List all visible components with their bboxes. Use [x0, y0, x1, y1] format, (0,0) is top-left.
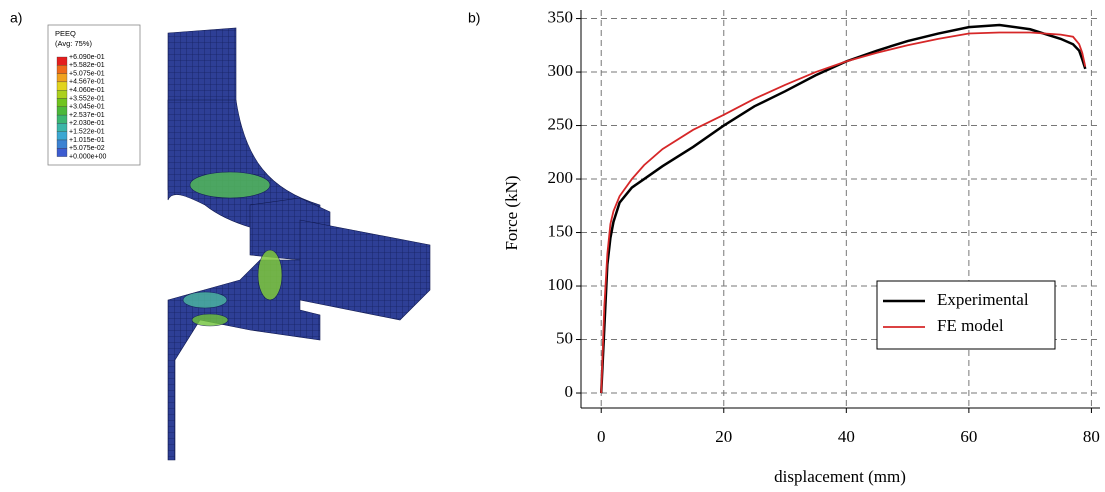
legend-label: +1.522e-01: [69, 129, 105, 136]
y-tick-label: 200: [548, 168, 574, 187]
legend-swatch: [57, 140, 67, 148]
legend-subtitle: (Avg: 75%): [55, 39, 92, 48]
legend-label: FE model: [937, 316, 1004, 335]
figure: a) b) PEEQ (Avg: 75%) +6.090e-01+5.582e-…: [0, 0, 1105, 492]
panel-label: a): [10, 10, 22, 26]
y-tick-label: 100: [548, 275, 574, 294]
page: {"panel_labels": ["a)", "b)"], "contour_…: [0, 0, 1105, 492]
legend-swatch: [57, 107, 67, 115]
legend-swatch: [57, 65, 67, 73]
legend-label: +3.552e-01: [69, 95, 105, 102]
legend-label: +5.075e-02: [69, 145, 105, 152]
legend-swatch: [57, 82, 67, 90]
legend-swatch: [57, 132, 67, 140]
y-tick-label: 150: [548, 221, 574, 240]
legend-label: Experimental: [937, 290, 1029, 309]
legend-label: +1.015e-01: [69, 137, 105, 144]
legend-title: PEEQ: [55, 29, 76, 38]
legend-swatch: [57, 90, 67, 98]
legend-label: +5.582e-01: [69, 62, 105, 69]
panel-label: b): [468, 10, 480, 26]
legend-swatch: [57, 74, 67, 82]
x-tick-label: 80: [1083, 427, 1100, 446]
y-tick-label: 50: [556, 328, 573, 347]
legend-label: +0.000e+00: [69, 153, 106, 160]
y-tick-label: 350: [548, 7, 574, 26]
legend-label: +5.075e-01: [69, 70, 105, 77]
x-axis-label: displacement (mm): [774, 467, 906, 486]
y-tick-label: 250: [548, 114, 574, 133]
y-tick-label: 0: [565, 382, 574, 401]
legend-swatch: [57, 57, 67, 65]
y-tick-label: 300: [548, 61, 574, 80]
x-tick-label: 0: [597, 427, 606, 446]
fe-model-image: [168, 28, 430, 460]
x-tick-label: 40: [838, 427, 855, 446]
x-tick-label: 20: [715, 427, 732, 446]
legend-label: +4.567e-01: [69, 79, 105, 86]
legend-swatch: [57, 123, 67, 131]
y-axis-label: Force (kN): [502, 175, 521, 250]
x-tick-label: 60: [960, 427, 977, 446]
plot: displacement (mm) Force (kN) 0 50 100 150 20…: [502, 7, 1100, 485]
legend-swatch: [57, 99, 67, 107]
legend-label: +4.060e-01: [69, 87, 105, 94]
legend-label: +6.090e-01: [69, 54, 105, 61]
legend-swatch: [57, 115, 67, 123]
legend-label: +2.537e-01: [69, 112, 105, 119]
legend-label: +3.045e-01: [69, 104, 105, 111]
contour-legend: PEEQ (Avg: 75%) +6.090e-01+5.582e-01+5.0…: [48, 25, 140, 165]
legend-swatch: [57, 148, 67, 156]
legend-label: +2.030e-01: [69, 120, 105, 127]
